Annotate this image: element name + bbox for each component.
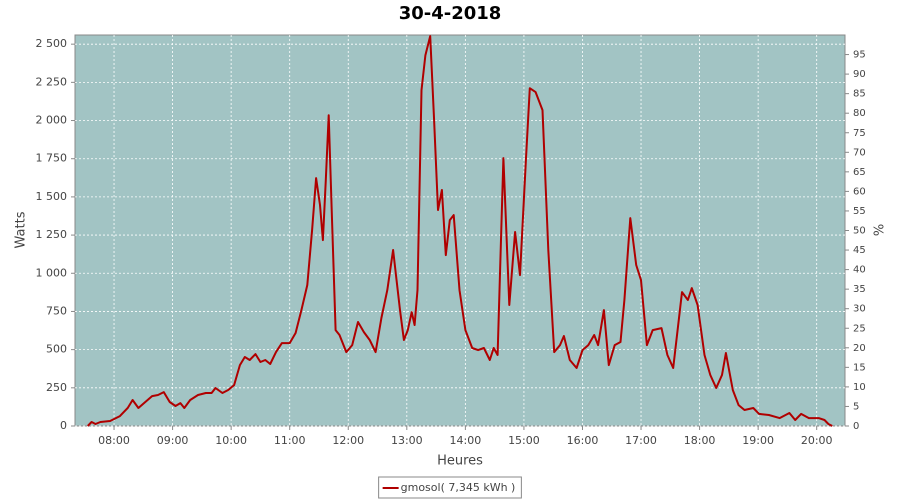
y2-tick-label: 90 (853, 69, 866, 80)
y2-tick-label: 65 (853, 167, 866, 178)
y2-tick-label: 80 (853, 108, 866, 119)
plot-area (74, 34, 846, 427)
legend-label: gmosol( 7,345 kWh ) (401, 481, 516, 494)
x-tick-label: 10:00 (215, 434, 247, 447)
y-tick-label: 1 000 (36, 266, 68, 279)
x-tick-label: 15:00 (508, 434, 540, 447)
y2-tick-label: 85 (853, 89, 866, 100)
y2-tick-label: 35 (853, 284, 866, 295)
y2-tick-label: 0 (853, 421, 859, 432)
y2-tick-label: 30 (853, 304, 866, 315)
line (86, 35, 833, 427)
y-tick-label: 1 500 (36, 190, 68, 203)
y2-tick-label: 50 (853, 226, 866, 237)
y2-tick-label: 5 (853, 401, 859, 412)
x-tick-label: 12:00 (332, 434, 364, 447)
x-tick-label: 19:00 (742, 434, 774, 447)
x-tick-label: 14:00 (450, 434, 482, 447)
y-tick-label: 750 (46, 304, 67, 317)
y2-tick-label: 40 (853, 265, 866, 276)
x-tick-label: 16:00 (567, 434, 599, 447)
y2-tick-label: 95 (853, 50, 866, 61)
y-tick-label: 0 (60, 419, 67, 432)
y-tick-label: 2 500 (36, 37, 68, 50)
y-tick-label: 2 250 (36, 75, 68, 88)
x-tick-label: 09:00 (157, 434, 189, 447)
y-tick-label: 1 250 (36, 228, 68, 241)
y-tick-label: 500 (46, 343, 67, 356)
chart-title: 30-4-2018 (399, 3, 502, 24)
y2-axis-label: % (873, 224, 888, 236)
y-tick-label: 1 750 (36, 152, 68, 165)
x-tick-label: 08:00 (98, 434, 130, 447)
x-tick-label: 20:00 (801, 434, 833, 447)
x-tick-label: 13:00 (391, 434, 423, 447)
y-axis-label: Watts (14, 211, 29, 248)
y2-tick-label: 15 (853, 362, 866, 373)
y2-tick-label: 70 (853, 147, 866, 158)
y2-tick-label: 20 (853, 343, 866, 354)
y2-tick-label: 25 (853, 323, 866, 334)
x-tick-label: 18:00 (684, 434, 716, 447)
x-axis-label: Heures (437, 454, 483, 469)
y2-tick-label: 10 (853, 382, 866, 393)
y2-tick-label: 55 (853, 206, 866, 217)
y-tick-label: 250 (46, 381, 67, 394)
y2-tick-label: 45 (853, 245, 866, 256)
x-tick-label: 11:00 (274, 434, 306, 447)
legend-box (378, 476, 522, 499)
y-tick-label: 2 000 (36, 114, 68, 127)
x-tick-label: 17:00 (625, 434, 657, 447)
y2-tick-label: 60 (853, 186, 866, 197)
y2-tick-label: 75 (853, 128, 866, 139)
